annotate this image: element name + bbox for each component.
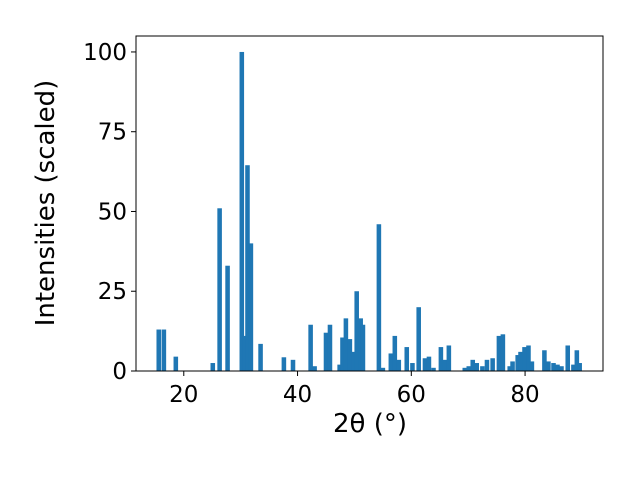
bar [156, 329, 162, 371]
bar [337, 364, 342, 371]
y-tick-label: 75 [98, 120, 127, 146]
bar [416, 307, 421, 371]
x-axis-label: 2θ (°) [333, 409, 407, 439]
bar [431, 367, 436, 371]
bar [161, 329, 167, 371]
bar [396, 359, 402, 371]
bar [500, 334, 506, 371]
bar [392, 335, 398, 371]
bar [559, 366, 564, 371]
bar [474, 363, 479, 371]
bar [426, 356, 432, 371]
y-tick-label: 25 [98, 279, 127, 305]
bar [217, 208, 222, 371]
bar [210, 363, 216, 371]
bar [522, 347, 527, 371]
x-tick-label: 20 [169, 382, 198, 408]
bar [281, 357, 287, 371]
bar [340, 337, 345, 371]
bar [542, 350, 547, 371]
x-tick-label: 80 [510, 382, 539, 408]
bar [496, 335, 502, 371]
bar [248, 243, 254, 371]
y-tick-label: 0 [112, 359, 127, 385]
bar [551, 363, 556, 371]
y-tick-label: 50 [98, 199, 127, 225]
bar [422, 358, 428, 371]
bar [388, 353, 394, 371]
bar [490, 358, 495, 371]
bar [360, 324, 366, 371]
bar [354, 291, 359, 371]
x-tick-label: 60 [397, 382, 426, 408]
bar [258, 343, 263, 371]
bar [574, 350, 580, 371]
bar [347, 339, 353, 371]
bar [507, 366, 512, 371]
bar [239, 51, 245, 371]
bar [546, 361, 551, 371]
bar [323, 332, 329, 371]
bar [571, 364, 576, 371]
bar [290, 359, 296, 371]
x-tick-label: 40 [283, 382, 312, 408]
y-tick-label: 100 [83, 40, 127, 66]
bar [376, 224, 382, 371]
bar [438, 347, 444, 371]
bar [245, 165, 250, 371]
bar [242, 335, 247, 371]
plot-frame [135, 35, 604, 372]
bar [466, 366, 472, 371]
bar [308, 324, 313, 371]
bar [462, 367, 468, 371]
bar [380, 367, 386, 371]
bar [410, 363, 415, 371]
bar [515, 355, 520, 371]
bar [480, 366, 485, 371]
bar [518, 351, 523, 371]
bar [555, 364, 560, 371]
bar [470, 359, 476, 371]
bar [327, 324, 333, 371]
bar [565, 345, 571, 371]
bar [446, 345, 452, 371]
bar [225, 265, 230, 371]
bar [442, 359, 448, 371]
bar [312, 366, 317, 371]
bar [484, 359, 490, 371]
bar [173, 356, 179, 371]
bar [529, 361, 535, 371]
bar [526, 345, 531, 371]
bar [351, 351, 357, 371]
bar [577, 363, 582, 371]
bar [510, 361, 515, 371]
bar [343, 318, 349, 371]
bar [404, 347, 410, 371]
y-axis-label: Intensities (scaled) [31, 80, 61, 327]
